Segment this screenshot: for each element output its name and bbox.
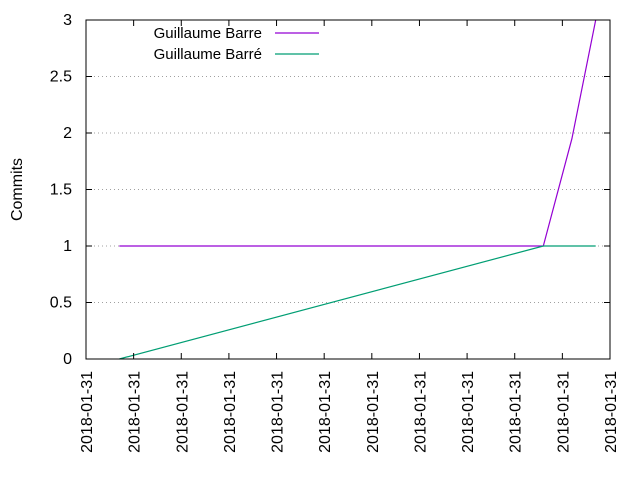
legend-label: Guillaume Barré bbox=[154, 46, 262, 63]
x-tick-label: 2018-01-31 bbox=[127, 371, 144, 453]
x-tick-label: 2018-01-31 bbox=[365, 371, 382, 453]
y-tick-label: 2 bbox=[63, 125, 72, 142]
y-axis-title-group: Commits bbox=[9, 158, 26, 221]
y-tick-label: 1 bbox=[63, 238, 72, 255]
y-tick-label: 0.5 bbox=[50, 295, 72, 312]
series-line-1 bbox=[119, 19, 597, 247]
x-tick-label: 2018-01-31 bbox=[317, 371, 334, 453]
x-tick-label: 2018-01-31 bbox=[555, 371, 572, 453]
y-axis-title: Commits bbox=[9, 158, 26, 221]
legend: Guillaume Barre Guillaume Barré bbox=[154, 25, 319, 63]
y-tick-label: 0 bbox=[63, 351, 72, 368]
x-tick-label: 2018-01-31 bbox=[603, 371, 620, 453]
y-tick-label: 3 bbox=[63, 12, 72, 29]
x-tick-label: 2018-01-31 bbox=[460, 371, 477, 453]
axis-ticks: 0 0.5 1 1.5 2 2.5 3 2018-01-31 2018-01-31 2018-01… bbox=[50, 12, 620, 453]
x-tick-label: 2018-01-31 bbox=[174, 371, 191, 453]
x-tick-label: 2018-01-31 bbox=[270, 371, 287, 453]
x-tick-label: 2018-01-31 bbox=[79, 371, 96, 453]
x-tick-label: 2018-01-31 bbox=[412, 371, 429, 453]
series-line-2 bbox=[119, 245, 596, 360]
grid-lines bbox=[86, 76, 610, 303]
plot-frame bbox=[85, 19, 611, 360]
y-tick-label: 1.5 bbox=[50, 182, 72, 199]
y-tick-label: 2.5 bbox=[50, 69, 72, 86]
x-tick-label: 2018-01-31 bbox=[508, 371, 525, 453]
legend-label: Guillaume Barre bbox=[154, 25, 262, 42]
series-lines bbox=[119, 19, 597, 360]
x-tick-label: 2018-01-31 bbox=[222, 371, 239, 453]
